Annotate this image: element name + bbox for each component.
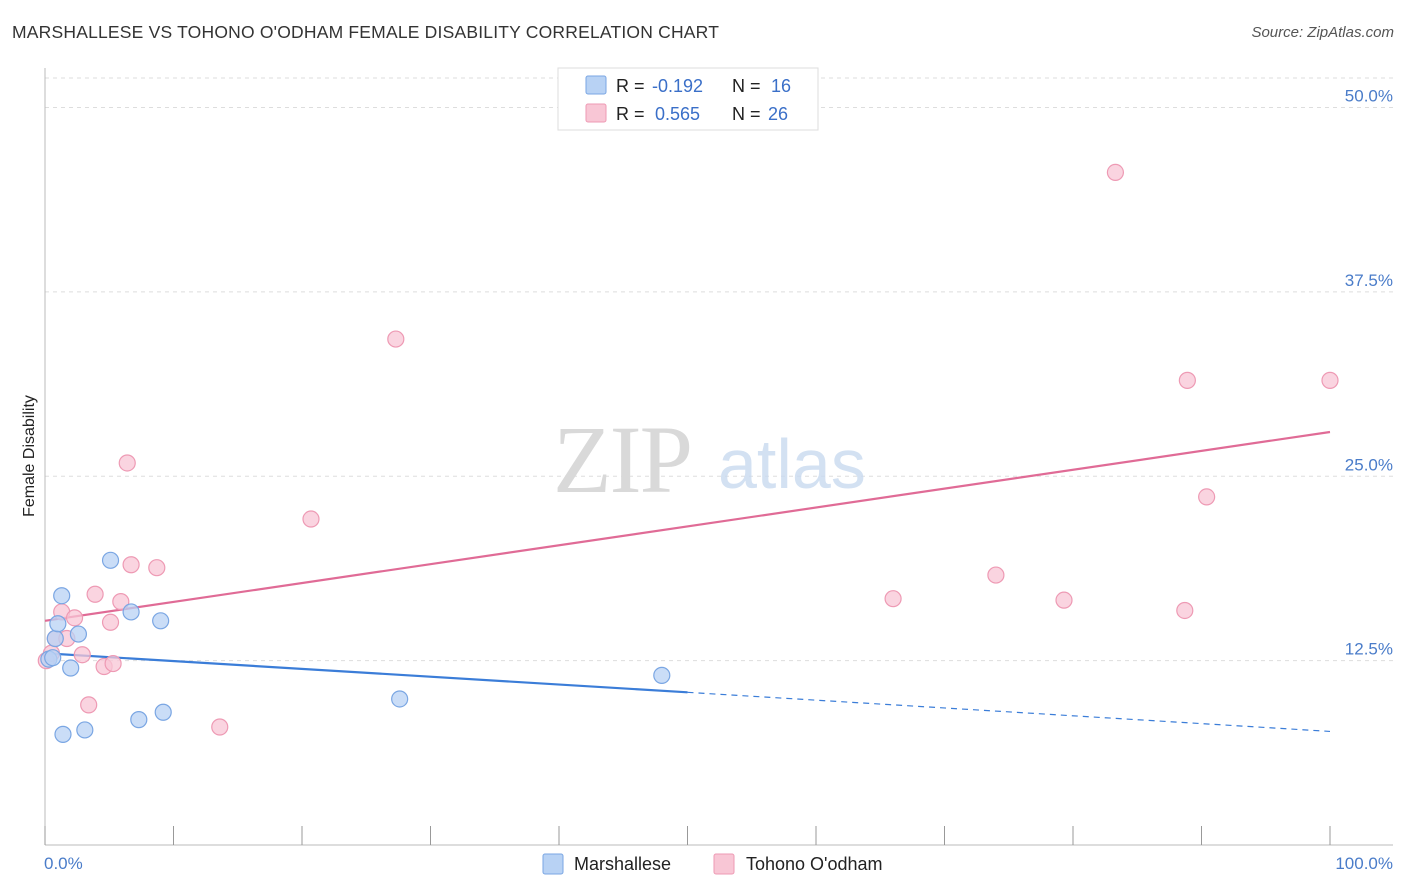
chart-title: MARSHALLESE VS TOHONO O'ODHAM FEMALE DIS… — [12, 22, 720, 42]
legend-r-label: R = — [616, 76, 645, 96]
legend-n-label: N = — [732, 104, 761, 124]
trend-line — [44, 430, 1331, 622]
legend-r-value: -0.192 — [652, 76, 703, 96]
data-point — [118, 454, 136, 472]
data-point — [987, 566, 1005, 584]
legend-bottom-swatch-tohono — [713, 853, 735, 875]
data-point — [104, 654, 122, 673]
trend-lines — [44, 430, 1331, 733]
legend-swatch-tohono — [585, 103, 607, 123]
data-point — [44, 649, 62, 667]
trend-line — [44, 652, 688, 694]
grid-lines — [45, 77, 1393, 662]
data-point — [86, 585, 104, 603]
watermark: ZIP atlas — [553, 406, 866, 513]
data-point — [130, 711, 148, 729]
legend-n-value: 26 — [768, 104, 788, 124]
legend-r-value: 0.565 — [655, 104, 700, 124]
data-point — [148, 559, 166, 577]
data-point — [1176, 601, 1194, 620]
data-point — [54, 725, 72, 743]
y-tick-label: 25.0% — [1345, 455, 1393, 474]
legend-n-label: N = — [732, 76, 761, 96]
legend-n-value: 16 — [771, 76, 791, 96]
data-point — [53, 587, 71, 605]
watermark-atlas: atlas — [718, 425, 866, 503]
data-point — [76, 721, 94, 739]
data-point — [387, 330, 405, 348]
x-tick-label: 0.0% — [44, 854, 83, 873]
y-tick-label: 50.0% — [1345, 87, 1393, 106]
legend-bottom-label-marshallese: Marshallese — [574, 854, 671, 874]
data-point — [154, 703, 172, 721]
y-axis-label: Female Disability — [21, 395, 38, 517]
source-label: Source: ZipAtlas.com — [1251, 24, 1394, 41]
data-point — [49, 615, 67, 633]
legend-bottom-swatch-marshallese — [542, 853, 564, 875]
legend-top: R = -0.192 N = 16 R = 0.565 N = 26 — [557, 67, 819, 131]
legend-bottom: Marshallese Tohono O'odham — [542, 853, 883, 875]
data-point — [80, 696, 98, 714]
data-point — [302, 510, 320, 528]
data-point — [1055, 591, 1073, 609]
x-tick-labels: 0.0% 100.0% — [44, 854, 1393, 873]
data-point — [46, 629, 64, 648]
data-point — [152, 612, 170, 630]
data-point — [101, 551, 120, 569]
data-point — [884, 590, 902, 608]
data-point — [122, 603, 140, 621]
data-points — [37, 163, 1339, 743]
x-tick-label: 100.0% — [1335, 854, 1393, 873]
axes — [44, 68, 1393, 846]
watermark-zip: ZIP — [553, 406, 691, 513]
legend-bottom-label-tohono: Tohono O'odham — [746, 854, 883, 874]
data-point — [65, 609, 84, 627]
trend-line-extension — [687, 691, 1331, 733]
y-tick-label: 37.5% — [1345, 271, 1393, 290]
data-point — [1178, 371, 1196, 389]
data-point — [1106, 163, 1125, 181]
y-tick-labels: 12.5% 25.0% 37.5% 50.0% — [1345, 87, 1393, 659]
legend-swatch-marshallese — [585, 75, 607, 95]
data-point — [73, 646, 91, 664]
data-point — [69, 625, 88, 643]
y-tick-label: 12.5% — [1345, 640, 1393, 659]
data-point — [391, 690, 409, 708]
data-point — [101, 613, 120, 631]
data-point — [211, 718, 229, 736]
data-point — [1321, 371, 1339, 389]
data-point — [62, 659, 80, 677]
data-point — [122, 556, 140, 574]
data-point — [112, 593, 130, 611]
data-point — [653, 666, 671, 684]
legend-r-label: R = — [616, 104, 645, 124]
data-point — [1198, 488, 1216, 506]
